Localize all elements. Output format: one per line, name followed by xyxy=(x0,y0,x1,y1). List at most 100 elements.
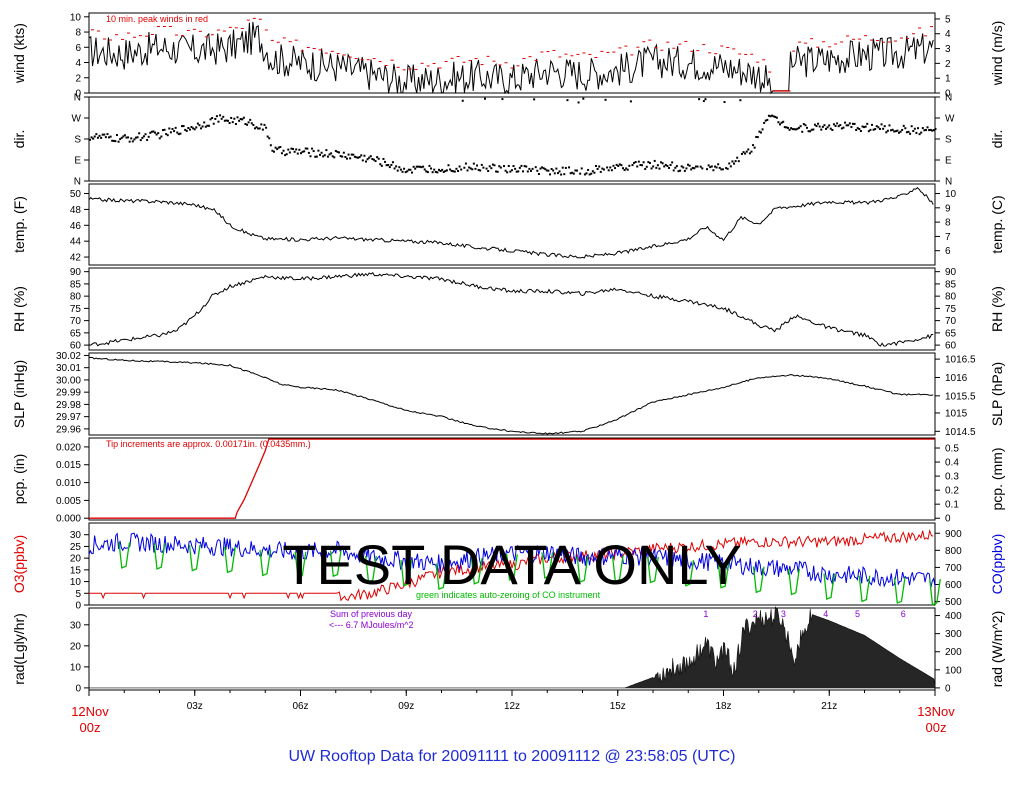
series-dir-point xyxy=(104,136,107,139)
series-dir-point xyxy=(725,167,728,170)
series-dir-point xyxy=(647,161,650,164)
ytick-label-left: N xyxy=(74,93,81,104)
rad-marker: 5 xyxy=(855,609,860,619)
panel-pcp: pcp. (in) pcp. (mm) 0.000 0.005 0.010 0.015 0.… xyxy=(11,437,1005,525)
series-dir-point xyxy=(682,166,685,169)
ytick-label-left: 29.96 xyxy=(56,424,81,435)
series-dir-point xyxy=(537,173,540,176)
ytick-label-left: 0.015 xyxy=(56,460,81,471)
series-dir-point xyxy=(109,135,112,138)
series-dir-point xyxy=(315,155,318,158)
series-dir-point xyxy=(707,164,710,167)
series-dir-point xyxy=(844,121,847,124)
series-dir-point xyxy=(461,99,464,102)
ytick-label-right: 0.5 xyxy=(945,444,959,455)
series-dir-point xyxy=(273,150,276,153)
rad-annotation-2: <--- 6.7 MJoules/m^2 xyxy=(329,620,414,630)
series-dir-point xyxy=(333,156,336,159)
series-dir-point xyxy=(798,126,801,129)
series-dir-point xyxy=(390,163,393,166)
series-dir-point xyxy=(664,163,667,166)
xtick-label: 18z xyxy=(715,701,731,712)
series-dir-point xyxy=(271,149,274,152)
series-dir-point xyxy=(610,169,613,172)
series-dir-point xyxy=(415,165,418,168)
series-co-zeroing xyxy=(788,568,800,596)
co-annotation: green indicates auto-zeroing of CO instr… xyxy=(416,590,601,600)
series-dir-point xyxy=(220,117,223,120)
series-dir-point xyxy=(376,156,379,159)
series-dir-point xyxy=(142,135,145,138)
series-dir-point xyxy=(804,124,807,127)
panel-frame xyxy=(88,96,936,182)
series-dir-point xyxy=(607,169,610,172)
ytick-label-left: 10 xyxy=(70,577,82,588)
series-dir-point xyxy=(434,170,437,173)
series-dir-point xyxy=(726,167,729,170)
series-dir-point xyxy=(880,123,883,126)
ytick-label-left: 0 xyxy=(75,683,81,694)
ytick-label-right: 1016.5 xyxy=(945,355,976,366)
series-co-zeroing xyxy=(858,575,871,603)
ytick-label-right: 85 xyxy=(945,279,957,290)
ytick-label-right: 0.3 xyxy=(945,472,959,483)
ytick-label-left: 4 xyxy=(75,58,81,69)
series-dir-point xyxy=(891,128,894,131)
series-dir-point xyxy=(396,169,399,172)
series-dir-point xyxy=(648,162,651,165)
ylabel-right: CO(ppbv) xyxy=(989,534,1005,595)
series-dir-point xyxy=(904,127,907,130)
x-start-label: 12Nov xyxy=(71,704,109,719)
series-dir-point xyxy=(312,150,315,153)
series-co-zeroing xyxy=(541,552,554,579)
series-dir-point xyxy=(663,165,666,168)
series-dir-point xyxy=(207,124,210,127)
series-dir-point xyxy=(311,147,314,150)
series-dir-point xyxy=(350,153,353,156)
series-dir-point xyxy=(453,170,456,173)
series-dir-point xyxy=(878,127,881,130)
series-dir-point xyxy=(445,169,448,172)
series-dir-point xyxy=(556,172,559,175)
series-dir-point xyxy=(623,169,626,172)
series-dir-point xyxy=(499,166,502,169)
series-dir-point xyxy=(536,169,539,172)
series-dir-point xyxy=(631,164,634,167)
series-dir-point xyxy=(656,164,659,167)
series-dir-point xyxy=(794,128,797,131)
ytick-label-right: 0.2 xyxy=(945,486,959,497)
series-co-zeroing xyxy=(329,550,342,578)
series-dir-point xyxy=(810,128,813,131)
ytick-label-right: 1015 xyxy=(945,408,968,419)
series-dir-point xyxy=(918,133,921,136)
series-dir-point xyxy=(298,148,301,151)
ytick-label-left: 5 xyxy=(75,589,81,600)
series-dir-point xyxy=(531,167,534,170)
series-dir-point xyxy=(288,151,291,154)
series-dir-point xyxy=(560,173,563,176)
series-dir-point xyxy=(739,99,742,102)
series-dir-point xyxy=(171,127,174,130)
xtick-label: 09z xyxy=(398,701,414,712)
series-dir-point xyxy=(617,164,620,167)
series-dir-point xyxy=(317,149,320,152)
panel-rad: rad(Lgly/hr) rad (W/m^2)01020300100200300… xyxy=(11,606,1005,694)
series-dir-point xyxy=(314,155,317,158)
ytick-label-left: S xyxy=(74,135,81,146)
series-dir-point xyxy=(253,127,256,130)
series-dir-point xyxy=(322,155,325,158)
series-dir-point xyxy=(234,123,237,126)
series-dir-point xyxy=(452,170,455,173)
series-dir-point xyxy=(826,126,829,129)
series-dir-point xyxy=(588,173,591,176)
series-dir-point xyxy=(526,170,529,173)
series-dir-point xyxy=(258,127,261,130)
series-dir-point xyxy=(807,130,810,133)
series-dir-point xyxy=(780,121,783,124)
series-dir-point xyxy=(403,167,406,170)
series-dir-point xyxy=(883,125,886,128)
series-dir-point xyxy=(228,122,231,125)
series-dir-point xyxy=(503,165,506,168)
ytick-label-left: 30 xyxy=(70,530,82,541)
